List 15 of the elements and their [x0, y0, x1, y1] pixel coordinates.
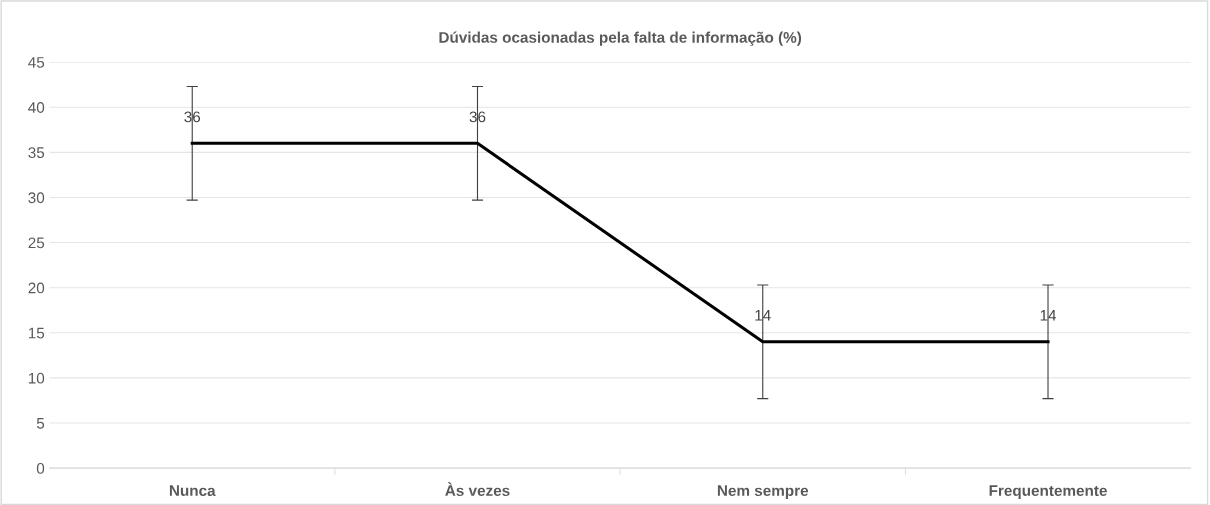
x-tick-label: Nunca — [169, 485, 216, 497]
y-tick-label: 0 — [36, 463, 45, 474]
y-tick-label: 45 — [28, 57, 45, 68]
chart-title: Dúvidas ocasionadas pela falta de informação (%) — [439, 31, 802, 46]
y-tick-label: 15 — [28, 327, 45, 339]
x-tick-label: Frequentemente — [989, 485, 1107, 500]
y-tick-label: 10 — [28, 372, 45, 384]
x-tick-label: Às vezes — [445, 482, 510, 497]
y-tick-label: 30 — [28, 192, 45, 204]
y-tick-label: 40 — [28, 102, 45, 113]
y-tick-label: 20 — [28, 282, 45, 294]
x-tick-label: Nem sempre — [717, 485, 809, 500]
y-tick-label: 35 — [28, 147, 45, 159]
y-tick-label: 25 — [28, 237, 45, 249]
y-tick-label: 5 — [36, 418, 45, 429]
